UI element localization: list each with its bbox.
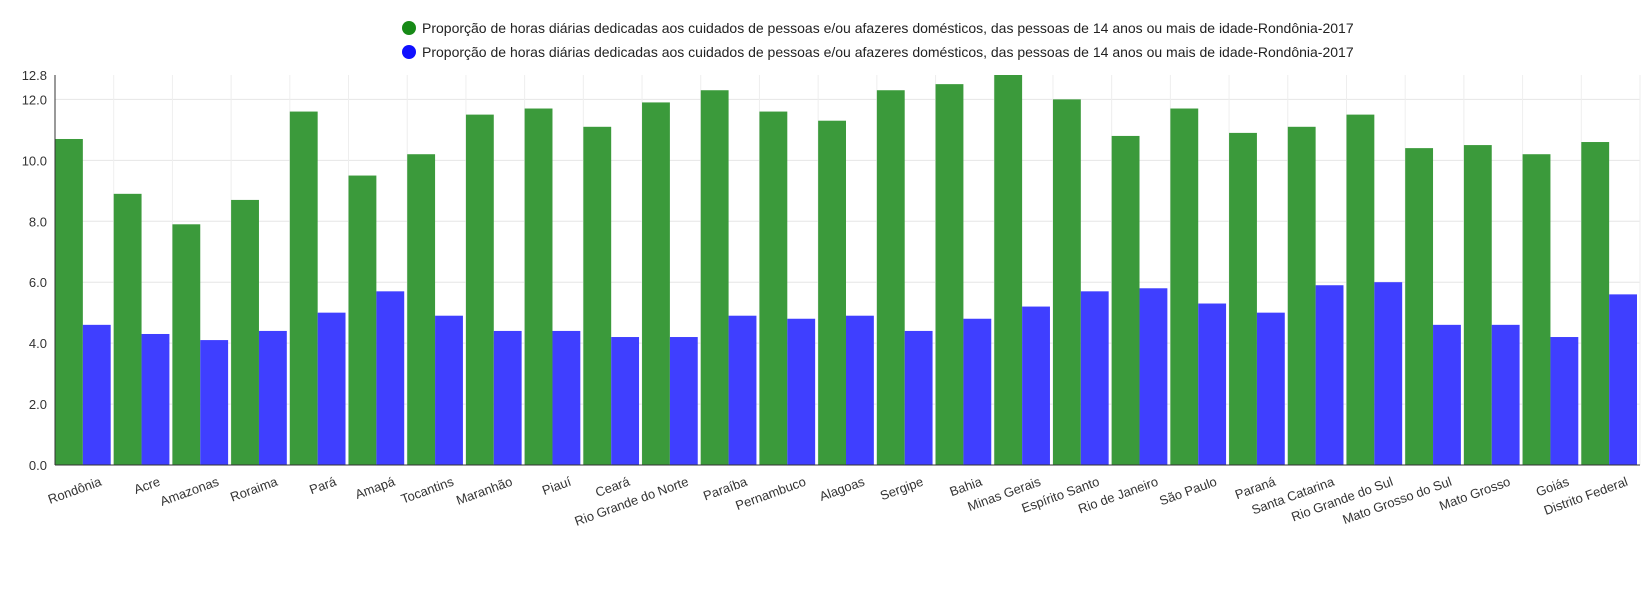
legend-label-series-1: Proporção de horas diárias dedicadas aos… xyxy=(422,20,1354,36)
y-tick-label: 12.0 xyxy=(22,92,47,107)
bar[interactable] xyxy=(818,120,846,465)
x-tick-label: Rio Grande do Norte xyxy=(573,474,691,529)
bar[interactable] xyxy=(1287,126,1316,465)
x-tick-label: Amazonas xyxy=(158,474,221,509)
y-tick-label: 12.8 xyxy=(22,68,47,83)
bar[interactable] xyxy=(935,84,964,465)
bar[interactable] xyxy=(55,138,83,465)
bar[interactable] xyxy=(876,90,905,465)
bar[interactable] xyxy=(552,330,581,465)
x-tick-label: Piauí xyxy=(540,474,573,498)
y-tick-label: 4.0 xyxy=(29,336,47,351)
bar[interactable] xyxy=(435,315,463,465)
bar[interactable] xyxy=(317,312,346,465)
bar[interactable] xyxy=(1139,288,1168,465)
bar[interactable] xyxy=(846,315,874,465)
legend-item-series-1[interactable]: Proporção de horas diárias dedicadas aos… xyxy=(402,16,1354,40)
bar[interactable] xyxy=(1609,294,1637,465)
bar[interactable] xyxy=(1170,108,1199,465)
bar[interactable] xyxy=(728,315,757,465)
bar[interactable] xyxy=(1052,99,1081,465)
bar[interactable] xyxy=(583,126,612,465)
legend-label-series-2: Proporção de horas diárias dedicadas aos… xyxy=(422,44,1354,60)
bar[interactable] xyxy=(493,330,522,465)
bar[interactable] xyxy=(642,102,670,465)
y-tick-label: 8.0 xyxy=(29,214,47,229)
x-tick-label: Acre xyxy=(132,474,162,497)
bar[interactable] xyxy=(904,330,933,465)
bar[interactable] xyxy=(348,175,377,465)
bar[interactable] xyxy=(1491,324,1520,465)
bar[interactable] xyxy=(113,193,142,465)
bar[interactable] xyxy=(1346,114,1375,465)
bar[interactable] xyxy=(1433,324,1461,465)
bar[interactable] xyxy=(200,340,229,465)
legend-item-series-2[interactable]: Proporção de horas diárias dedicadas aos… xyxy=(402,40,1354,64)
x-tick-label: Tocantins xyxy=(399,474,456,507)
y-tick-label: 2.0 xyxy=(29,397,47,412)
bar[interactable] xyxy=(289,111,318,465)
bar[interactable] xyxy=(1111,135,1140,465)
bar[interactable] xyxy=(1229,132,1257,465)
bar[interactable] xyxy=(465,114,494,465)
bar[interactable] xyxy=(1198,303,1227,465)
y-tick-label: 6.0 xyxy=(29,275,47,290)
bar[interactable] xyxy=(1080,291,1109,465)
legend-swatch-green xyxy=(402,21,416,35)
y-axis-ticks: 0.0 2.0 4.0 6.0 8.0 10.0 12.0 12.8 xyxy=(22,68,47,473)
bar[interactable] xyxy=(1463,145,1492,465)
x-tick-label: Sergipe xyxy=(878,474,925,503)
bar[interactable] xyxy=(141,333,170,465)
bar[interactable] xyxy=(1405,148,1434,465)
bar[interactable] xyxy=(787,318,816,465)
chart-legend: Proporção de horas diárias dedicadas aos… xyxy=(402,16,1354,64)
x-tick-label: Maranhão xyxy=(454,474,514,508)
x-tick-label: Pará xyxy=(307,473,339,497)
bar[interactable] xyxy=(1374,282,1403,465)
bar[interactable] xyxy=(258,330,287,465)
bar[interactable] xyxy=(376,291,405,465)
x-tick-label: Amapá xyxy=(353,473,398,501)
x-tick-label: Alagoas xyxy=(817,474,867,504)
bar[interactable] xyxy=(1315,285,1344,465)
bars xyxy=(55,75,1637,465)
bar[interactable] xyxy=(963,318,992,465)
bar[interactable] xyxy=(172,224,201,465)
bar[interactable] xyxy=(1256,312,1285,465)
bar[interactable] xyxy=(231,199,259,465)
bar[interactable] xyxy=(669,337,698,465)
bar[interactable] xyxy=(611,337,640,465)
y-tick-label: 10.0 xyxy=(22,153,47,168)
bar[interactable] xyxy=(1022,306,1050,465)
bar[interactable] xyxy=(1550,337,1579,465)
y-tick-label: 0.0 xyxy=(29,458,47,473)
bar[interactable] xyxy=(700,90,729,465)
x-tick-label: São Paulo xyxy=(1157,474,1219,509)
legend-swatch-blue xyxy=(402,45,416,59)
bar[interactable] xyxy=(994,75,1023,465)
bar[interactable] xyxy=(1522,154,1551,465)
bar[interactable] xyxy=(524,108,553,465)
bar[interactable] xyxy=(1581,142,1610,465)
bar[interactable] xyxy=(407,154,436,465)
x-tick-label: Roraima xyxy=(228,473,280,504)
x-tick-label: Rondônia xyxy=(46,473,104,506)
axes xyxy=(54,75,1640,466)
bar[interactable] xyxy=(82,324,111,465)
bar[interactable] xyxy=(759,111,788,465)
